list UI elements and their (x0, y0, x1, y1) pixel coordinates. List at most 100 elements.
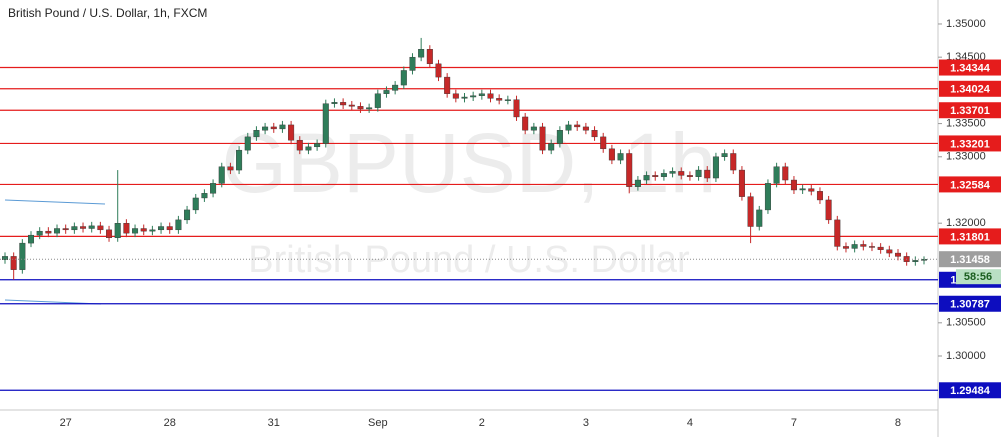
y-tick-label: 1.33500 (946, 117, 986, 129)
candle-body (106, 229, 113, 239)
candle-body (487, 93, 494, 99)
candle-body (582, 126, 589, 131)
y-tick-label: 1.32000 (946, 217, 986, 229)
candle-body (409, 56, 416, 71)
candle-body (28, 234, 35, 244)
candle-body (894, 252, 901, 257)
candle-body (478, 93, 485, 96)
level-label-box (939, 102, 1001, 119)
x-tick-label: 7 (791, 417, 797, 429)
candle-body (296, 139, 303, 151)
candle-body (868, 246, 875, 248)
candle-body (860, 244, 867, 247)
candle-body (279, 124, 286, 130)
level-label-box (939, 295, 1001, 312)
level-label: 1.32584 (950, 179, 991, 191)
candle-body (678, 171, 685, 176)
x-tick-label: Sep (368, 417, 388, 429)
candle-body (348, 104, 355, 107)
candle-body (643, 175, 650, 181)
candle-body (660, 173, 667, 177)
candle-body (218, 166, 225, 184)
candle-body (773, 166, 780, 184)
candle-body (418, 49, 425, 58)
countdown: 58:56 (964, 271, 992, 283)
candle-body (175, 219, 182, 231)
candle-body (374, 93, 381, 108)
level-label: 1.31801 (950, 231, 990, 243)
candle-body (158, 226, 165, 231)
trend-line (4, 199, 106, 205)
candle-body (314, 143, 321, 148)
level-label: 1.34344 (950, 62, 991, 74)
candle-body (45, 230, 52, 234)
level-label: 1.33701 (950, 105, 990, 117)
x-tick-label: 27 (60, 417, 72, 429)
candle-body (19, 242, 26, 270)
candle-body (166, 226, 173, 231)
candle-body (886, 249, 893, 254)
candle-body (322, 103, 329, 144)
candle-body (825, 199, 832, 221)
candle-body (652, 175, 659, 177)
x-tick-label: 28 (164, 417, 176, 429)
candle-body (114, 222, 121, 239)
level-label-box (939, 382, 1001, 399)
candle-body (522, 116, 529, 131)
candle-body (574, 124, 581, 128)
candle-body (842, 246, 849, 249)
candle-body (626, 153, 633, 187)
y-tick-label: 1.30000 (946, 350, 986, 362)
x-tick-label: 4 (687, 417, 693, 429)
candle-body (132, 228, 139, 234)
candle-body (435, 63, 442, 78)
candle-body (340, 102, 347, 106)
candle-body (210, 183, 217, 194)
candle-body (80, 226, 87, 229)
candle-body (782, 166, 789, 181)
candle-body (36, 230, 43, 236)
level-label-box (939, 176, 1001, 193)
x-tick-label: 2 (479, 417, 485, 429)
y-tick-label: 1.33000 (946, 151, 986, 163)
candle-body (262, 126, 269, 131)
x-tick-label: 8 (895, 417, 901, 429)
candle-body (851, 244, 858, 249)
candle-body (756, 209, 763, 227)
candle-body (366, 107, 373, 110)
candle-body (539, 126, 546, 151)
last-price-label: 1.31458 (950, 254, 990, 266)
candle-body (877, 246, 884, 250)
chart-title: British Pound / U.S. Dollar, 1h, FXCM (8, 6, 207, 20)
candle-body (54, 228, 61, 234)
candle-body (236, 149, 243, 171)
candle-body (470, 95, 477, 98)
candle-body (816, 191, 823, 201)
watermark: GBPUSD, 1h (222, 116, 717, 210)
candle-body (504, 99, 511, 101)
candle-body (88, 225, 95, 229)
candle-body (634, 179, 641, 187)
level-label: 1.34024 (950, 84, 991, 96)
candle-body (270, 126, 277, 130)
candle-body (556, 130, 563, 144)
candle-body (721, 153, 728, 157)
candle-body (71, 226, 78, 231)
candle-body (62, 228, 69, 231)
candle-body (738, 169, 745, 197)
candle-body (331, 102, 338, 104)
candle-body (608, 148, 615, 161)
countdown-box (956, 269, 1001, 285)
candle-body (227, 166, 234, 171)
candle-body (288, 124, 295, 141)
candle-body (400, 70, 407, 86)
x-tick-label: 3 (583, 417, 589, 429)
candle-body (834, 219, 841, 247)
candle-body (452, 93, 459, 99)
candle-body (669, 171, 676, 174)
candle-body (97, 225, 104, 231)
level-label-box (939, 135, 1001, 152)
candle-body (244, 136, 251, 151)
candle-body (10, 256, 17, 270)
